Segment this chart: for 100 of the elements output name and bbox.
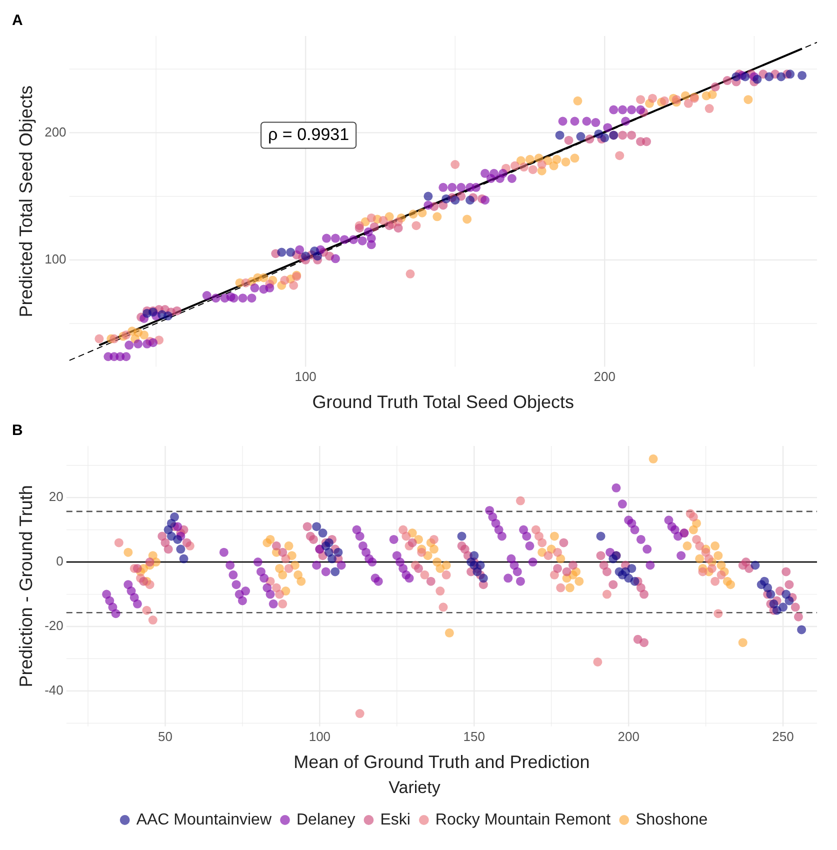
point [782, 567, 791, 576]
point [732, 72, 741, 82]
point [740, 72, 750, 82]
point [525, 154, 534, 164]
point [272, 541, 281, 550]
point [776, 72, 786, 82]
point [302, 522, 312, 532]
point [402, 532, 411, 541]
point [764, 72, 774, 82]
point [139, 576, 148, 586]
point [627, 130, 636, 140]
point [636, 105, 646, 114]
point [142, 606, 152, 615]
point [600, 133, 610, 142]
point [480, 168, 490, 178]
point [295, 245, 304, 254]
point [301, 252, 310, 261]
point [538, 538, 547, 548]
point [790, 602, 800, 612]
point [507, 174, 516, 183]
point [570, 116, 580, 126]
point [537, 160, 546, 170]
point [714, 551, 723, 560]
y-tick-label: 100 [44, 252, 66, 267]
point [778, 602, 788, 612]
point [436, 586, 445, 596]
point [738, 638, 748, 648]
point [408, 210, 418, 219]
point [132, 564, 142, 573]
point [278, 570, 288, 580]
point [176, 544, 186, 554]
y-tick-label: -20 [44, 618, 64, 634]
legend-label: Shoshone [636, 811, 708, 828]
point [636, 95, 646, 104]
point [707, 564, 716, 573]
point [798, 70, 807, 80]
point [642, 137, 652, 146]
point [124, 340, 134, 350]
point [444, 628, 454, 638]
point [420, 570, 430, 580]
point [247, 294, 256, 303]
point [266, 534, 275, 544]
point [364, 227, 373, 236]
point [424, 200, 433, 210]
point [280, 276, 290, 285]
point [114, 538, 124, 548]
point [278, 599, 288, 608]
point [330, 254, 340, 264]
point [448, 182, 457, 192]
annotation: ρ = 0.9931 [268, 124, 350, 144]
point [688, 512, 698, 522]
point [698, 567, 708, 576]
point [328, 554, 337, 564]
point [253, 273, 262, 282]
point [211, 294, 220, 303]
point [163, 311, 172, 320]
point [334, 548, 343, 557]
point [330, 567, 340, 576]
point [417, 548, 426, 557]
point [556, 583, 566, 592]
point [442, 560, 451, 570]
point [170, 512, 179, 522]
point [472, 182, 481, 192]
point [426, 576, 436, 586]
legend-label: Delaney [296, 811, 356, 828]
point [378, 216, 388, 225]
point [284, 541, 294, 550]
point [574, 576, 584, 586]
point [312, 522, 322, 532]
point [602, 590, 612, 599]
point [680, 91, 690, 100]
point [615, 151, 624, 160]
point [519, 162, 528, 172]
point [708, 90, 717, 100]
point [145, 558, 154, 567]
point [722, 76, 732, 86]
point [568, 560, 578, 570]
point [562, 567, 572, 576]
point [366, 213, 376, 222]
chart-title: B [12, 422, 23, 440]
point [528, 165, 538, 174]
point [582, 116, 592, 126]
point [466, 196, 475, 205]
point [172, 306, 182, 316]
point [570, 154, 580, 163]
point [457, 532, 466, 541]
point [660, 96, 669, 106]
point [412, 221, 421, 230]
x-tick-label: 200 [618, 728, 640, 744]
point [602, 567, 612, 576]
x-tick-label: 50 [158, 728, 172, 744]
point [618, 105, 628, 114]
point [752, 74, 762, 84]
point [250, 283, 260, 292]
point [286, 248, 296, 257]
point [226, 292, 236, 302]
legend-label: AAC Mountainview [136, 811, 272, 828]
point [558, 116, 568, 126]
y-tick-label: -40 [44, 682, 64, 698]
point [714, 609, 723, 618]
